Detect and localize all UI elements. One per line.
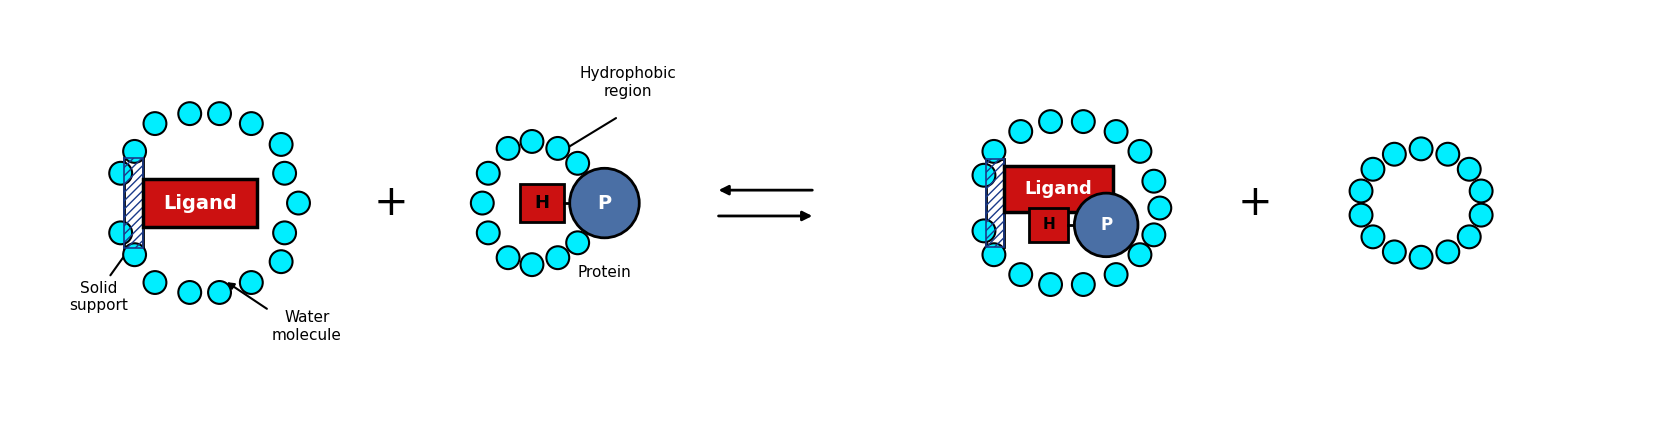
Circle shape	[1384, 143, 1405, 166]
Circle shape	[566, 231, 589, 254]
Circle shape	[496, 246, 519, 269]
Circle shape	[1437, 240, 1460, 263]
Circle shape	[241, 112, 262, 135]
Circle shape	[274, 221, 295, 244]
Circle shape	[982, 140, 1005, 163]
Circle shape	[178, 102, 201, 125]
Circle shape	[546, 246, 569, 269]
Circle shape	[207, 102, 231, 125]
Circle shape	[1458, 158, 1481, 181]
Circle shape	[1384, 240, 1405, 263]
Circle shape	[1039, 273, 1062, 296]
Circle shape	[1350, 204, 1372, 227]
Circle shape	[144, 271, 166, 294]
Circle shape	[521, 130, 544, 153]
Text: +: +	[1238, 182, 1272, 224]
Text: +: +	[373, 182, 408, 224]
Bar	[143, 179, 257, 227]
Circle shape	[109, 221, 133, 244]
Circle shape	[1148, 197, 1171, 220]
Text: Ligand: Ligand	[163, 194, 237, 212]
Circle shape	[1072, 273, 1095, 296]
Circle shape	[241, 271, 262, 294]
Circle shape	[109, 162, 133, 185]
Bar	[124, 158, 143, 248]
Circle shape	[274, 162, 295, 185]
Circle shape	[546, 137, 569, 160]
Circle shape	[496, 137, 519, 160]
Circle shape	[1039, 110, 1062, 133]
Circle shape	[1009, 263, 1032, 286]
Bar	[124, 158, 143, 248]
Circle shape	[1128, 140, 1151, 163]
Circle shape	[123, 140, 146, 163]
Text: H: H	[1042, 217, 1055, 232]
Circle shape	[1470, 204, 1493, 227]
Circle shape	[1072, 110, 1095, 133]
Circle shape	[1105, 120, 1128, 143]
Circle shape	[270, 133, 292, 156]
Text: Water
molecule: Water molecule	[272, 310, 342, 343]
Circle shape	[207, 281, 231, 304]
Text: H: H	[534, 194, 549, 212]
Circle shape	[982, 243, 1005, 266]
Text: Protein: Protein	[577, 265, 632, 280]
Text: P: P	[1100, 216, 1112, 234]
Bar	[985, 159, 1004, 247]
Circle shape	[178, 281, 201, 304]
Circle shape	[287, 192, 310, 214]
Circle shape	[1105, 263, 1128, 286]
Circle shape	[1350, 180, 1372, 203]
Circle shape	[476, 162, 499, 185]
Circle shape	[471, 192, 494, 214]
Circle shape	[972, 220, 995, 242]
Circle shape	[1009, 120, 1032, 143]
Circle shape	[270, 250, 292, 273]
Circle shape	[1362, 225, 1384, 248]
Circle shape	[521, 253, 544, 276]
Text: Solid
support: Solid support	[70, 280, 128, 313]
Circle shape	[1458, 225, 1481, 248]
Circle shape	[1128, 243, 1151, 266]
Circle shape	[1410, 246, 1432, 269]
Bar	[985, 159, 1004, 247]
Circle shape	[144, 112, 166, 135]
Circle shape	[123, 243, 146, 266]
Circle shape	[566, 152, 589, 175]
Text: P: P	[597, 194, 612, 212]
Circle shape	[1410, 137, 1432, 160]
Circle shape	[972, 164, 995, 187]
Circle shape	[1143, 223, 1165, 246]
Circle shape	[1437, 143, 1460, 166]
Text: Hydrophobic
region: Hydrophobic region	[581, 66, 677, 99]
Circle shape	[1143, 170, 1165, 192]
Text: Ligand: Ligand	[1025, 180, 1092, 198]
Bar	[519, 184, 564, 222]
Circle shape	[1075, 193, 1138, 257]
Circle shape	[569, 168, 639, 238]
Bar	[1004, 166, 1113, 212]
Circle shape	[1362, 158, 1384, 181]
Circle shape	[1470, 180, 1493, 203]
Bar	[1029, 208, 1068, 242]
Circle shape	[476, 221, 499, 244]
